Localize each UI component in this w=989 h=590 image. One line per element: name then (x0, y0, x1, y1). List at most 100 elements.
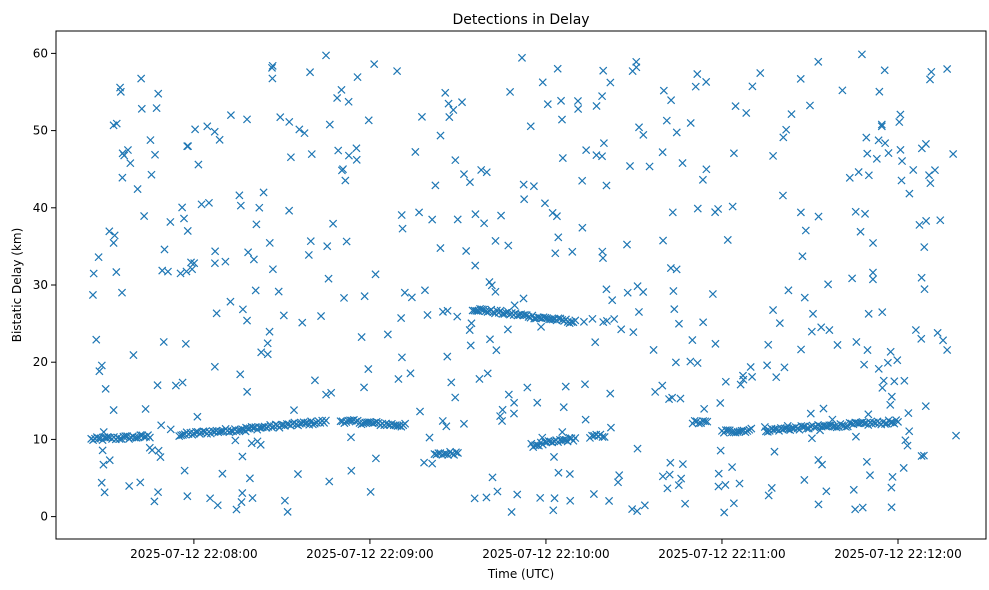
data-point-marker (488, 473, 497, 482)
data-point-marker (874, 364, 883, 373)
data-point-marker (352, 155, 361, 164)
data-point-marker (651, 387, 660, 396)
data-point-marker (909, 165, 918, 175)
data-point-marker (325, 477, 334, 486)
data-point-marker (763, 361, 772, 370)
data-point-marker (772, 373, 781, 382)
data-point-marker (881, 139, 890, 148)
data-point-marker (276, 113, 285, 122)
data-point-marker (864, 309, 873, 318)
data-point-marker (398, 224, 407, 233)
data-point-marker (606, 423, 615, 432)
data-point-marker (559, 403, 568, 412)
data-point-marker (905, 427, 914, 436)
data-point-marker (699, 318, 708, 327)
data-point-marker (342, 237, 351, 246)
data-point-marker (922, 216, 931, 225)
data-point-marker (238, 452, 247, 461)
data-point-marker (115, 434, 124, 443)
data-point-marker (550, 494, 559, 503)
data-point-marker (249, 255, 258, 264)
data-point-marker (327, 388, 336, 397)
data-point-marker (769, 151, 778, 160)
data-point-marker (787, 110, 796, 119)
data-point-marker (507, 507, 516, 517)
data-point-marker (551, 249, 560, 258)
data-point-marker (686, 118, 695, 128)
data-point-marker (868, 238, 878, 247)
data-point-marker (334, 146, 343, 155)
data-point-marker (659, 86, 668, 95)
data-point-marker (668, 208, 677, 217)
data-point-marker (615, 471, 624, 480)
data-point-marker (329, 219, 338, 228)
data-point-marker (561, 382, 570, 391)
data-point-marker (833, 340, 842, 349)
data-point-marker (235, 191, 244, 200)
data-point-marker (548, 208, 557, 217)
data-point-marker (323, 242, 332, 251)
data-point-marker (943, 64, 952, 74)
data-point-marker (406, 369, 415, 378)
data-point-marker (415, 208, 424, 217)
data-point-marker (295, 125, 304, 134)
data-point-marker (658, 381, 667, 390)
data-point-marker (445, 113, 454, 122)
data-point-marker (708, 289, 717, 299)
data-point-marker (824, 280, 833, 289)
x-tick-label: 2025-07-12 22:12:00 (834, 547, 961, 561)
data-point-marker (825, 326, 834, 335)
data-point-marker (735, 479, 744, 488)
data-point-marker (721, 377, 730, 386)
tick-layer: 0 10 20 30 40 50 60 2025-07-12 22:08:00 2025-07-… (33, 46, 962, 561)
data-point-marker (453, 312, 462, 321)
data-point-marker (543, 100, 552, 109)
data-point-marker (493, 487, 502, 496)
data-point-marker (549, 506, 558, 515)
data-point-marker (306, 68, 315, 77)
data-point-marker (232, 505, 241, 514)
data-point-marker (608, 296, 617, 305)
data-point-marker (666, 458, 675, 467)
data-point-marker (210, 362, 219, 371)
data-point-marker (578, 176, 587, 185)
y-tick-label: 20 (33, 355, 48, 369)
data-point-marker (251, 286, 260, 295)
data-point-marker (428, 459, 437, 468)
data-point-marker (141, 404, 150, 414)
data-point-marker (663, 484, 672, 493)
data-point-marker (482, 493, 491, 502)
data-point-marker (610, 315, 619, 324)
data-point-marker (438, 416, 447, 426)
data-point-marker (366, 487, 375, 496)
data-point-marker (503, 325, 512, 334)
data-point-marker (845, 173, 854, 182)
data-point-marker (854, 168, 863, 177)
data-point-marker (582, 146, 591, 155)
data-point-marker (88, 290, 97, 299)
data-point-marker (491, 287, 500, 296)
data-point-marker (936, 216, 945, 225)
data-point-marker (775, 319, 784, 328)
data-point-marker (344, 151, 353, 160)
data-point-marker (886, 400, 895, 409)
data-point-marker (714, 482, 723, 491)
data-point-marker (307, 150, 316, 159)
data-point-marker (880, 66, 889, 75)
data-point-marker (933, 328, 942, 337)
data-point-marker (756, 69, 765, 78)
data-point-marker (462, 246, 471, 256)
data-point-marker (253, 437, 262, 446)
data-point-marker (711, 339, 720, 348)
data-point-marker (742, 108, 751, 118)
data-point-marker (147, 170, 156, 179)
data-point-marker (639, 130, 648, 139)
data-point-marker (154, 446, 163, 455)
data-point-marker (283, 507, 292, 516)
data-point-marker (723, 235, 732, 244)
data-point-marker (681, 499, 690, 508)
data-point-marker (492, 346, 501, 355)
data-point-marker (298, 318, 307, 327)
data-point-marker (431, 181, 440, 190)
